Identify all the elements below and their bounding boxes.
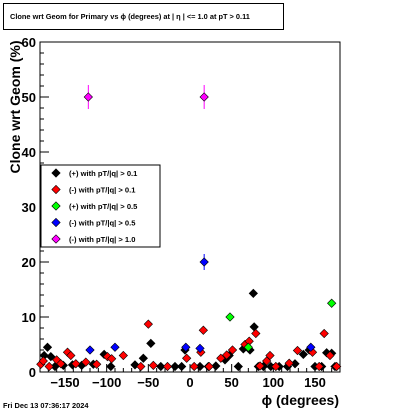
data-point <box>44 361 54 372</box>
data-point <box>222 350 232 360</box>
data-point <box>156 361 166 372</box>
data-point <box>71 359 81 369</box>
data-point <box>118 350 128 361</box>
data-point <box>143 319 153 329</box>
data-point <box>162 361 173 372</box>
legend-label: (+) with pT/|q| > 0.5 <box>69 202 138 211</box>
data-point <box>265 350 275 361</box>
data-point <box>199 92 209 102</box>
data-point <box>243 342 253 352</box>
data-point <box>284 358 294 368</box>
legend-label: (-) with pT/|q| > 0.1 <box>69 186 136 195</box>
data-point <box>248 288 258 298</box>
data-point <box>319 328 329 339</box>
legend-marker <box>51 217 61 228</box>
data-point <box>42 342 53 352</box>
data-point <box>146 338 156 349</box>
data-point <box>83 92 93 102</box>
data-point <box>199 257 209 267</box>
data-point <box>66 350 76 361</box>
y-tick-label: 50 <box>22 90 36 105</box>
chart-title: Clone wrt Geom for Primary vs ϕ (degrees… <box>3 3 284 30</box>
data-point <box>249 322 259 332</box>
data-markers <box>36 85 342 372</box>
data-point <box>327 298 337 308</box>
data-point <box>216 353 226 363</box>
data-point <box>170 361 180 372</box>
y-tick-label: 30 <box>22 200 36 215</box>
data-point <box>106 361 116 372</box>
data-point <box>38 356 48 366</box>
data-point <box>130 360 140 370</box>
x-tick-label: 0 <box>186 375 193 390</box>
data-point <box>227 345 238 355</box>
data-point <box>271 361 281 372</box>
data-point <box>189 361 199 372</box>
legend-label: (-) with pT/|q| > 1.0 <box>69 235 135 244</box>
legend-marker <box>51 168 61 178</box>
data-point <box>255 361 265 371</box>
data-point <box>148 360 158 371</box>
data-point <box>292 345 303 356</box>
data-point <box>314 361 324 372</box>
y-axis: 0 10 20 30 40 50 60 <box>22 35 49 380</box>
y-tick-label: 10 <box>22 310 36 325</box>
data-point <box>225 312 235 322</box>
data-point <box>81 357 91 367</box>
data-point <box>306 342 316 352</box>
legend-marker <box>51 184 61 195</box>
x-tick-label: −150 <box>50 375 79 390</box>
legend-marker <box>51 234 61 244</box>
legend-marker <box>51 201 61 211</box>
legend-label: (-) with pT/|q| > 0.5 <box>69 219 136 228</box>
data-point <box>182 353 192 363</box>
data-point <box>204 361 214 372</box>
data-point <box>92 359 102 369</box>
data-point <box>233 361 243 372</box>
y-tick-label: 40 <box>22 145 36 160</box>
data-point <box>211 361 221 371</box>
y-tick-label: 20 <box>22 255 36 270</box>
x-axis-title: ϕ (degrees) <box>262 392 339 408</box>
data-point <box>262 356 272 366</box>
x-tick-label: 50 <box>224 375 238 390</box>
data-point <box>110 342 120 352</box>
data-point <box>325 350 335 361</box>
data-point <box>136 361 146 372</box>
y-tick-label: 0 <box>29 365 36 380</box>
data-point <box>298 349 308 360</box>
data-point <box>107 354 117 364</box>
y-axis-title: Clone wrt Geom (%) <box>7 40 23 173</box>
data-point <box>251 328 261 339</box>
legend-box <box>40 164 161 248</box>
data-point <box>56 359 66 369</box>
data-point <box>198 325 208 335</box>
y-tick-label: 60 <box>22 35 36 50</box>
data-point <box>46 351 56 362</box>
data-point <box>138 353 148 363</box>
x-tick-label: −50 <box>137 375 159 390</box>
data-point <box>195 343 205 353</box>
x-tick-label: −100 <box>92 375 121 390</box>
x-tick-label: 100 <box>262 375 284 390</box>
legend-label: (+) with pT/|q| > 0.1 <box>69 169 138 178</box>
data-point <box>181 342 191 352</box>
data-point <box>177 361 187 372</box>
legend: (+) with pT/|q| > 0.1 (-) with pT/|q| > 0… <box>40 164 161 248</box>
timestamp-footer: Fri Dec 13 07:36:17 2024 <box>3 401 89 410</box>
data-point <box>102 351 113 362</box>
data-point <box>332 361 342 372</box>
data-point <box>85 345 95 355</box>
x-tick-label: 150 <box>304 375 326 390</box>
